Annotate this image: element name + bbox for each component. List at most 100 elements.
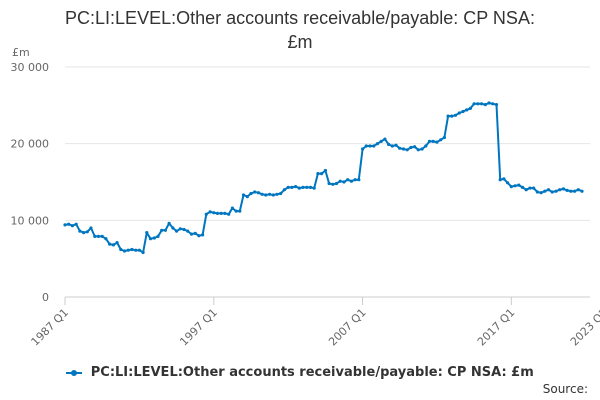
data-point[interactable] — [491, 102, 495, 106]
data-point[interactable] — [85, 230, 89, 234]
data-point[interactable] — [409, 145, 413, 150]
data-point[interactable] — [573, 189, 577, 193]
data-point[interactable] — [513, 184, 517, 188]
data-point[interactable] — [111, 243, 115, 247]
data-point[interactable] — [253, 190, 257, 194]
data-point[interactable] — [401, 147, 406, 151]
data-point[interactable] — [301, 185, 305, 189]
data-point[interactable] — [480, 102, 484, 106]
data-point[interactable] — [108, 242, 112, 246]
data-point[interactable] — [517, 183, 521, 187]
data-point[interactable] — [561, 187, 566, 191]
data-point[interactable] — [74, 222, 78, 226]
data-point[interactable] — [297, 186, 301, 190]
data-point[interactable] — [509, 185, 513, 189]
data-point[interactable] — [89, 226, 93, 230]
data-point[interactable] — [245, 195, 249, 199]
data-point[interactable] — [286, 185, 290, 189]
data-point[interactable] — [212, 211, 216, 215]
data-point[interactable] — [535, 190, 540, 194]
data-point[interactable] — [126, 248, 130, 252]
data-point[interactable] — [201, 233, 205, 237]
data-point[interactable] — [413, 145, 417, 149]
data-point[interactable] — [361, 147, 365, 151]
legend[interactable]: PC:LI:LEVEL:Other accounts receivable/pa… — [0, 365, 600, 380]
data-point[interactable] — [524, 188, 528, 192]
data-point[interactable] — [364, 144, 368, 148]
data-point[interactable] — [427, 139, 432, 143]
data-point[interactable] — [137, 248, 141, 252]
data-point[interactable] — [249, 191, 253, 196]
data-point[interactable] — [308, 185, 313, 189]
data-point[interactable] — [122, 249, 127, 253]
data-point[interactable] — [264, 193, 268, 197]
data-point[interactable] — [186, 229, 190, 233]
data-point[interactable] — [282, 188, 286, 192]
data-point[interactable] — [323, 168, 327, 173]
data-point[interactable] — [312, 186, 316, 190]
data-point[interactable] — [268, 192, 272, 196]
data-point[interactable] — [468, 106, 472, 110]
data-point[interactable] — [387, 142, 391, 146]
data-point[interactable] — [189, 232, 194, 236]
data-point[interactable] — [465, 108, 469, 112]
data-point[interactable] — [472, 102, 476, 106]
data-point[interactable] — [550, 190, 554, 194]
data-point[interactable] — [96, 234, 101, 238]
data-point[interactable] — [82, 231, 86, 235]
data-point[interactable] — [219, 211, 223, 215]
data-point[interactable] — [502, 177, 506, 181]
data-point[interactable] — [141, 250, 145, 255]
data-point[interactable] — [424, 144, 428, 148]
data-point[interactable] — [546, 188, 551, 192]
data-point[interactable] — [431, 139, 435, 143]
data-point[interactable] — [215, 211, 220, 215]
data-point[interactable] — [152, 236, 156, 240]
data-point[interactable] — [372, 144, 376, 148]
data-point[interactable] — [320, 172, 324, 176]
data-point[interactable] — [260, 192, 264, 196]
data-point[interactable] — [420, 147, 424, 151]
data-point[interactable] — [305, 185, 309, 189]
data-point[interactable] — [539, 191, 543, 195]
data-point[interactable] — [160, 228, 164, 232]
data-point[interactable] — [543, 189, 547, 193]
data-point[interactable] — [271, 193, 275, 197]
data-point[interactable] — [457, 111, 461, 115]
data-point[interactable] — [234, 209, 238, 213]
data-point[interactable] — [580, 189, 584, 193]
data-point[interactable] — [368, 144, 372, 148]
data-point[interactable] — [357, 178, 361, 182]
data-point[interactable] — [476, 102, 480, 106]
data-point[interactable] — [453, 113, 458, 117]
data-point[interactable] — [375, 142, 379, 146]
data-point[interactable] — [294, 185, 298, 189]
data-point[interactable] — [334, 181, 339, 186]
data-point[interactable] — [227, 212, 231, 216]
data-point[interactable] — [134, 248, 138, 252]
data-point[interactable] — [178, 227, 182, 231]
data-point[interactable] — [156, 234, 160, 238]
data-point[interactable] — [93, 234, 97, 238]
data-point[interactable] — [346, 178, 350, 182]
source-credit[interactable]: Source: — [542, 382, 588, 396]
data-point[interactable] — [171, 226, 175, 230]
data-point[interactable] — [416, 148, 420, 152]
data-point[interactable] — [383, 137, 387, 141]
data-point[interactable] — [63, 223, 67, 227]
data-point[interactable] — [327, 181, 331, 186]
data-point[interactable] — [405, 148, 409, 152]
data-point[interactable] — [275, 192, 279, 196]
data-point[interactable] — [316, 172, 320, 176]
data-point[interactable] — [569, 189, 573, 193]
data-point[interactable] — [483, 103, 487, 107]
data-point[interactable] — [145, 231, 149, 235]
data-point[interactable] — [506, 181, 510, 185]
data-point[interactable] — [223, 211, 227, 215]
data-point[interactable] — [394, 143, 398, 147]
data-point[interactable] — [115, 241, 119, 245]
data-point[interactable] — [450, 114, 454, 118]
data-point[interactable] — [576, 188, 580, 192]
data-point[interactable] — [558, 188, 562, 192]
data-point[interactable] — [338, 179, 342, 183]
